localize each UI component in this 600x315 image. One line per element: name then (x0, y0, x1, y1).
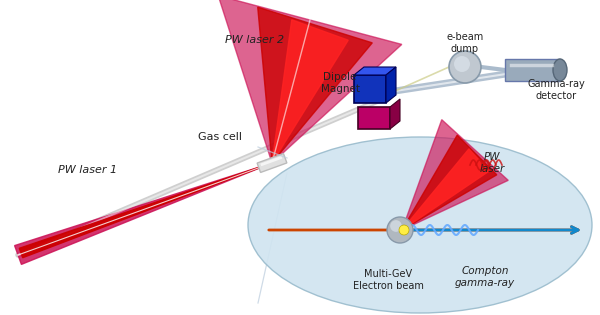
Ellipse shape (248, 137, 592, 313)
Circle shape (390, 220, 402, 232)
Polygon shape (257, 153, 287, 173)
FancyBboxPatch shape (358, 107, 390, 129)
Polygon shape (218, 0, 402, 163)
Polygon shape (402, 120, 508, 230)
Polygon shape (258, 7, 372, 163)
Polygon shape (386, 67, 396, 103)
FancyBboxPatch shape (354, 75, 386, 103)
Circle shape (399, 225, 409, 235)
Polygon shape (354, 67, 396, 75)
Text: Gas cell: Gas cell (198, 132, 242, 142)
Polygon shape (390, 99, 400, 129)
Text: Dipole
Magnet: Dipole Magnet (320, 72, 359, 94)
Text: PW laser 1: PW laser 1 (58, 165, 118, 175)
Text: Gamma-ray
detector: Gamma-ray detector (527, 79, 585, 101)
Polygon shape (402, 149, 489, 230)
Ellipse shape (553, 59, 567, 81)
FancyBboxPatch shape (505, 59, 560, 81)
Polygon shape (19, 163, 272, 258)
Text: Compton
gamma-ray: Compton gamma-ray (455, 266, 515, 288)
Circle shape (387, 217, 413, 243)
Ellipse shape (449, 51, 481, 83)
Ellipse shape (454, 56, 470, 72)
Polygon shape (272, 20, 348, 163)
Polygon shape (402, 135, 497, 230)
Text: Multi-GeV
Electron beam: Multi-GeV Electron beam (353, 269, 424, 291)
Text: PW
laser: PW laser (479, 152, 505, 174)
Polygon shape (14, 163, 272, 264)
Text: PW laser 2: PW laser 2 (226, 35, 284, 45)
Text: e-beam
dump: e-beam dump (446, 32, 484, 54)
